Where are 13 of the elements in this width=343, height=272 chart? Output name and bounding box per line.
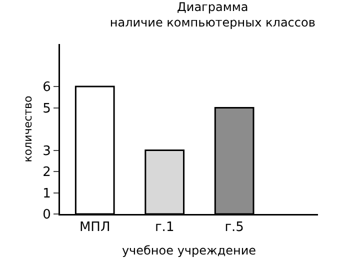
x-tick-label: г.5 [224, 220, 244, 236]
y-tick-label: 0 [42, 208, 51, 223]
y-tick-label: 6 [42, 80, 51, 96]
x-tick-label: г.1 [154, 220, 174, 236]
y-tick-label: 1 [42, 186, 51, 202]
x-axis-title: учебное учреждение [122, 244, 256, 258]
chart-title: Диаграмма [177, 0, 248, 14]
y-tick-label: 2 [42, 165, 51, 180]
y-tick-label: 5 [42, 101, 51, 116]
y-tick-label: 3 [42, 144, 51, 159]
chart-subtitle: наличие компьютерных классов [110, 15, 316, 30]
y-axis-title: количество [22, 95, 35, 162]
x-tick-label: МПЛ [79, 220, 110, 236]
